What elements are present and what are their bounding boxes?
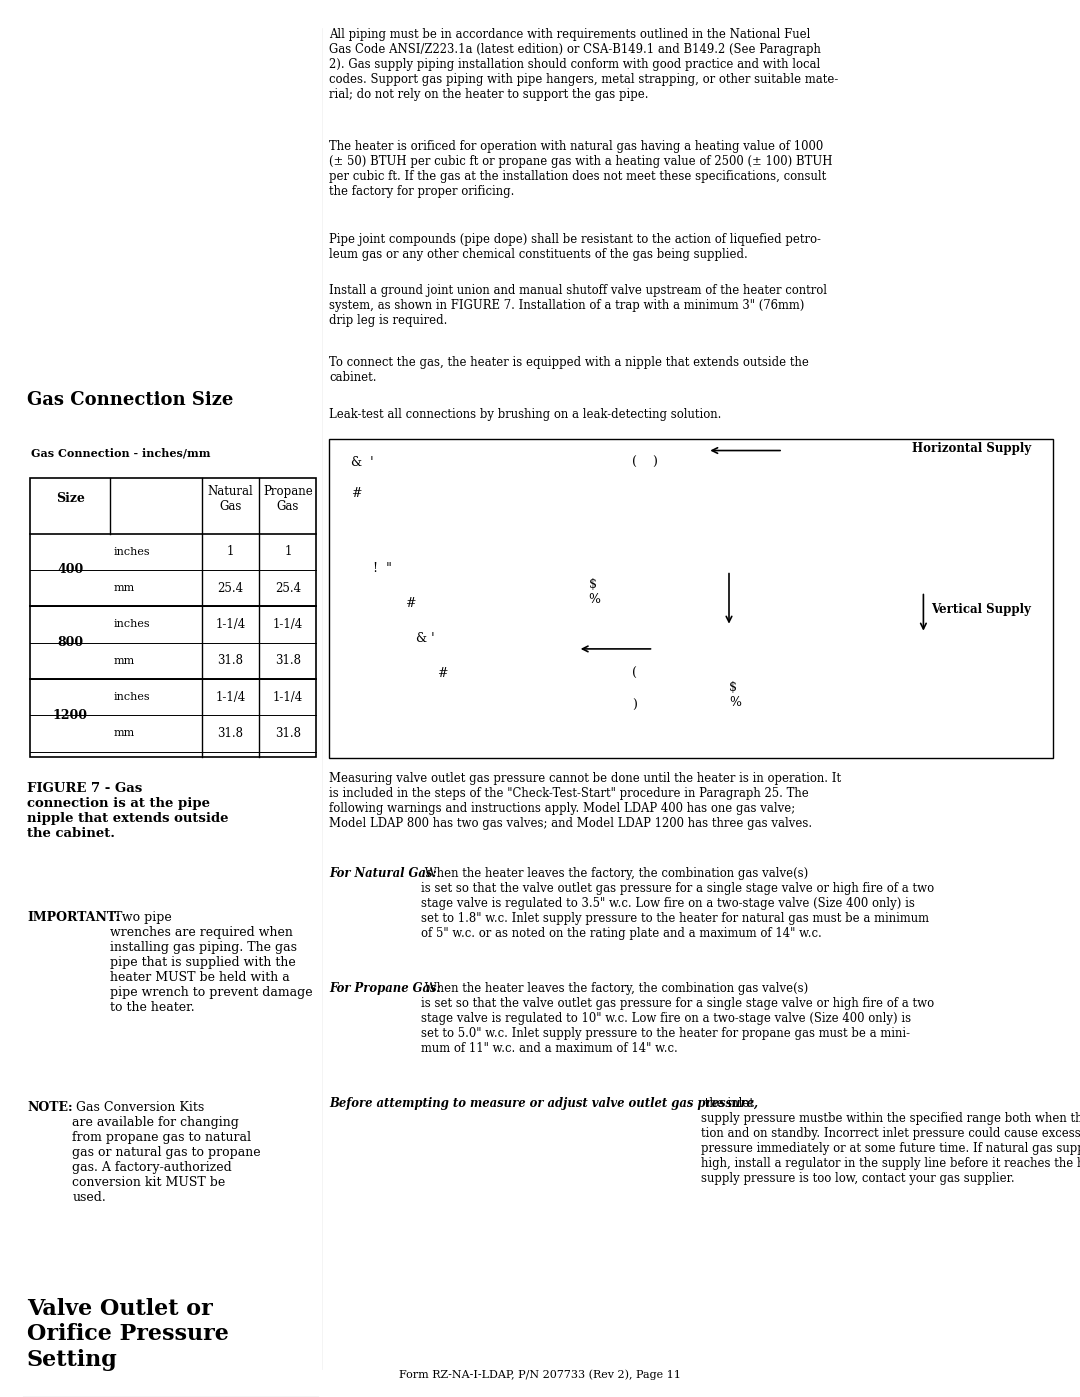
Text: 1-1/4: 1-1/4 xyxy=(215,690,246,704)
Text: 31.8: 31.8 xyxy=(217,654,244,668)
Text: Pipe joint compounds (pipe dope) shall be resistant to the action of liquefied p: Pipe joint compounds (pipe dope) shall b… xyxy=(329,233,821,261)
Text: Natural
Gas: Natural Gas xyxy=(207,485,254,513)
Text: Form RZ-NA-I-LDAP, P/N 207733 (Rev 2), Page 11: Form RZ-NA-I-LDAP, P/N 207733 (Rev 2), P… xyxy=(400,1369,680,1380)
Text: the inlet
supply pressure mustbe within the specified range both when the heater: the inlet supply pressure mustbe within … xyxy=(702,1098,1080,1185)
Text: mm: mm xyxy=(113,583,135,594)
Text: inches: inches xyxy=(113,546,150,557)
Text: &  ': & ' xyxy=(351,457,374,469)
Text: & ': & ' xyxy=(416,631,434,645)
Text: Before attempting to measure or adjust valve outlet gas pressure,: Before attempting to measure or adjust v… xyxy=(329,1098,758,1111)
Text: mm: mm xyxy=(113,728,135,739)
Text: For Propane Gas:: For Propane Gas: xyxy=(329,982,441,995)
Text: 400: 400 xyxy=(57,563,83,577)
Text: inches: inches xyxy=(113,692,150,703)
Text: Leak-test all connections by brushing on a leak-detecting solution.: Leak-test all connections by brushing on… xyxy=(329,408,721,420)
Text: Two pipe
wrenches are required when
installing gas piping. The gas
pipe that is : Two pipe wrenches are required when inst… xyxy=(110,911,313,1014)
Text: (: ( xyxy=(632,668,637,680)
Text: 800: 800 xyxy=(57,636,83,650)
Text: Valve Outlet or
Orifice Pressure
Setting: Valve Outlet or Orifice Pressure Setting xyxy=(27,1298,229,1370)
Text: 1200: 1200 xyxy=(53,708,87,722)
Text: $
%: $ % xyxy=(589,578,600,606)
Text: When the heater leaves the factory, the combination gas valve(s)
is set so that : When the heater leaves the factory, the … xyxy=(421,982,934,1055)
Text: All piping must be in accordance with requirements outlined in the National Fuel: All piping must be in accordance with re… xyxy=(329,28,839,101)
Text: 1-1/4: 1-1/4 xyxy=(272,617,303,631)
Text: #: # xyxy=(351,488,362,500)
Text: Horizontal Supply: Horizontal Supply xyxy=(913,443,1031,455)
Text: 31.8: 31.8 xyxy=(217,726,244,740)
Text: Gas Conversion Kits
are available for changing
from propane gas to natural
gas o: Gas Conversion Kits are available for ch… xyxy=(72,1101,261,1204)
Text: Gas Connection Size: Gas Connection Size xyxy=(27,391,233,409)
Text: 1-1/4: 1-1/4 xyxy=(215,617,246,631)
Bar xyxy=(329,440,1053,759)
Text: ): ) xyxy=(632,700,637,712)
Text: 1: 1 xyxy=(227,545,234,559)
Text: Install a ground joint union and manual shutoff valve upstream of the heater con: Install a ground joint union and manual … xyxy=(329,285,827,327)
Text: 1-1/4: 1-1/4 xyxy=(272,690,303,704)
Text: Propane
Gas: Propane Gas xyxy=(262,485,313,513)
Text: (    ): ( ) xyxy=(632,457,658,469)
Text: mm: mm xyxy=(113,655,135,666)
Text: The heater is orificed for operation with natural gas having a heating value of : The heater is orificed for operation wit… xyxy=(329,141,833,198)
Bar xyxy=(30,478,316,757)
Text: !  ": ! " xyxy=(373,563,391,576)
Text: #: # xyxy=(405,598,416,610)
Text: 31.8: 31.8 xyxy=(274,726,301,740)
Text: IMPORTANT:: IMPORTANT: xyxy=(27,911,120,923)
Text: NOTE:: NOTE: xyxy=(27,1101,72,1113)
Text: 25.4: 25.4 xyxy=(274,581,301,595)
Text: 25.4: 25.4 xyxy=(217,581,244,595)
Text: inches: inches xyxy=(113,619,150,630)
Text: When the heater leaves the factory, the combination gas valve(s)
is set so that : When the heater leaves the factory, the … xyxy=(421,868,934,940)
Text: FIGURE 7 - Gas
connection is at the pipe
nipple that extends outside
the cabinet: FIGURE 7 - Gas connection is at the pipe… xyxy=(27,782,229,841)
Text: Measuring valve outlet gas pressure cannot be done until the heater is in operat: Measuring valve outlet gas pressure cann… xyxy=(329,773,841,830)
Text: For Natural Gas:: For Natural Gas: xyxy=(329,868,437,880)
Text: 31.8: 31.8 xyxy=(274,654,301,668)
Text: Gas Connection - inches/mm: Gas Connection - inches/mm xyxy=(31,447,211,458)
Text: 1: 1 xyxy=(284,545,292,559)
Text: To connect the gas, the heater is equipped with a nipple that extends outside th: To connect the gas, the heater is equipp… xyxy=(329,356,809,384)
Text: #: # xyxy=(437,668,448,680)
Text: $
%: $ % xyxy=(729,682,741,710)
Text: Size: Size xyxy=(56,492,84,506)
Text: Vertical Supply: Vertical Supply xyxy=(932,604,1031,616)
